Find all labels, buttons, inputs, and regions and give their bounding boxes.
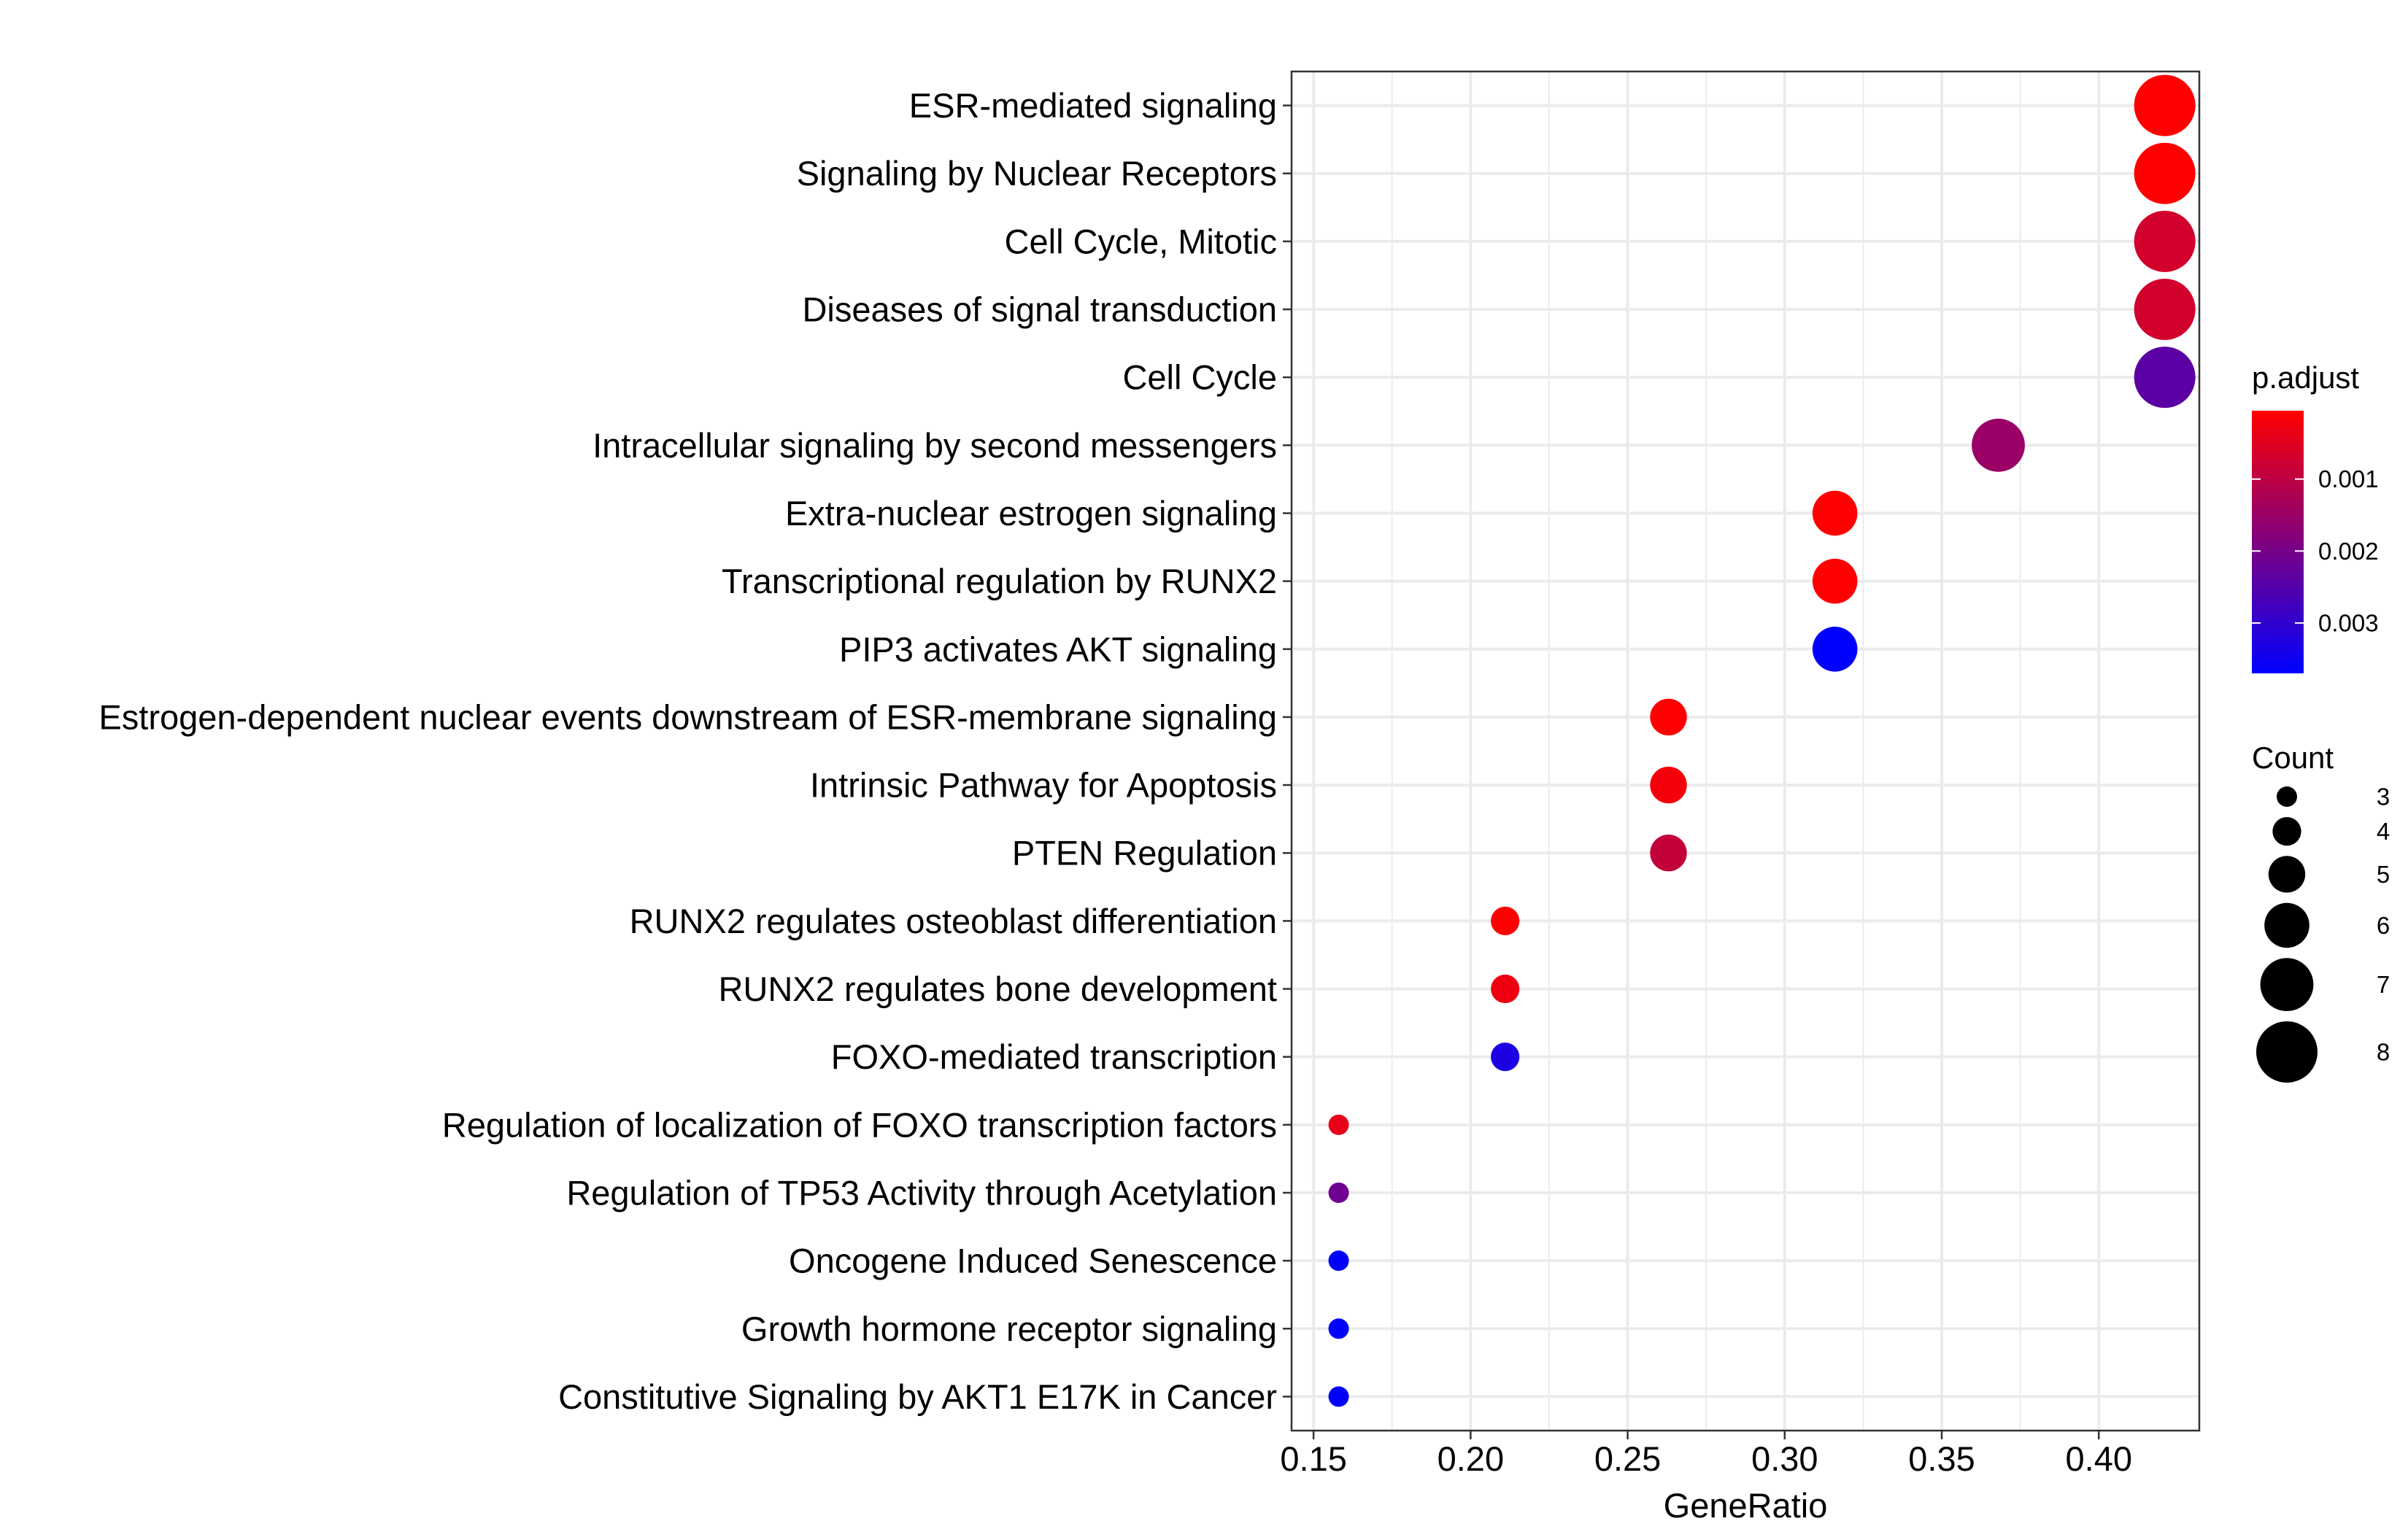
x-tick-label: 0.35 — [1908, 1439, 1975, 1478]
y-tick-label: FOXO-mediated transcription — [831, 1037, 1277, 1076]
y-tick-label: Constitutive Signaling by AKT1 E17K in C… — [558, 1377, 1277, 1416]
data-point — [1812, 558, 1858, 604]
data-point — [2134, 347, 2196, 409]
color-legend-gradient-bar — [2252, 411, 2304, 673]
y-tick-label: Extra-nuclear estrogen signaling — [785, 494, 1277, 533]
size-legend-dot — [2260, 958, 2314, 1011]
size-legend-label: 3 — [2377, 784, 2390, 811]
y-tick-label: RUNX2 regulates bone development — [718, 970, 1277, 1008]
y-tick-label: Intracellular signaling by second messen… — [593, 426, 1277, 465]
minor-gridlines — [1391, 71, 2021, 1431]
y-tick-label: PTEN Regulation — [1012, 834, 1277, 873]
size-legend-dot — [2268, 856, 2306, 893]
data-point — [1491, 974, 1520, 1004]
color-legend-ticks: 0.001 0.002 0.003 — [2252, 465, 2379, 636]
size-legend-dot — [2272, 817, 2301, 846]
data-point — [2134, 210, 2196, 272]
y-tick-label: Diseases of signal transduction — [802, 290, 1277, 329]
data-point — [1328, 1114, 1349, 1135]
size-legend-label: 4 — [2377, 818, 2390, 845]
y-tick-label: Regulation of localization of FOXO trans… — [442, 1105, 1277, 1144]
data-point — [1650, 698, 1687, 736]
data-point — [1491, 1042, 1520, 1072]
y-tick-label: ESR-mediated signaling — [909, 86, 1277, 125]
size-legend-label: 5 — [2377, 861, 2390, 888]
size-legend-dot — [2277, 786, 2297, 807]
y-tick-label: Transcriptional regulation by RUNX2 — [722, 562, 1277, 600]
size-legend-dot — [2264, 902, 2309, 948]
color-legend-title: p.adjust — [2252, 360, 2359, 395]
size-legend-dot — [2256, 1021, 2318, 1083]
data-point — [1328, 1182, 1349, 1203]
x-tick-label: 0.20 — [1438, 1439, 1504, 1478]
size-legend-label: 6 — [2377, 912, 2390, 939]
y-tick-label: Intrinsic Pathway for Apoptosis — [810, 766, 1277, 805]
data-point — [1812, 626, 1858, 672]
color-legend-tick-label: 0.001 — [2318, 465, 2379, 492]
data-point — [1972, 418, 2025, 472]
data-points — [1328, 74, 2196, 1407]
y-tick-label: Cell Cycle, Mitotic — [1005, 222, 1277, 260]
x-tick-label: 0.25 — [1594, 1439, 1661, 1478]
size-legend-label: 8 — [2377, 1039, 2390, 1066]
size-legend-label: 7 — [2377, 971, 2390, 998]
x-axis: 0.15 0.20 0.25 0.30 0.35 0.40 — [1280, 1431, 2132, 1478]
plot-panel — [1290, 70, 2201, 1432]
data-point — [2134, 279, 2196, 341]
color-legend-tick-label: 0.003 — [2318, 609, 2379, 636]
y-axis: ESR-mediated signaling Signaling by Nucle… — [99, 86, 1292, 1416]
y-tick-label: Growth hormone receptor signaling — [741, 1309, 1277, 1348]
x-tick-label: 0.40 — [2066, 1439, 2132, 1478]
y-tick-label: Oncogene Induced Senescence — [789, 1242, 1277, 1280]
x-axis-title: GeneRatio — [1664, 1486, 1828, 1525]
x-tick-label: 0.30 — [1751, 1439, 1818, 1478]
y-tick-label: PIP3 activates AKT signaling — [839, 630, 1277, 668]
color-legend: p.adjust 0.001 0.002 0.003 — [2252, 360, 2379, 673]
major-gridlines — [1292, 71, 2199, 1431]
x-tick-label: 0.15 — [1280, 1439, 1346, 1478]
data-point — [2134, 142, 2196, 204]
data-point — [1328, 1250, 1349, 1272]
size-legend: Count 3 4 5 6 7 8 — [2252, 740, 2390, 1083]
data-point — [2134, 74, 2196, 136]
y-tick-label: RUNX2 regulates osteoblast differentiati… — [630, 902, 1277, 940]
data-point — [1812, 490, 1858, 536]
size-legend-items: 3 4 5 6 7 8 — [2256, 784, 2390, 1083]
data-point — [1650, 766, 1687, 804]
color-legend-tick-label: 0.002 — [2318, 538, 2379, 565]
data-point — [1328, 1386, 1349, 1407]
y-tick-label: Regulation of TP53 Activity through Acet… — [566, 1173, 1277, 1212]
y-tick-label: Signaling by Nuclear Receptors — [797, 154, 1277, 193]
y-tick-label: Cell Cycle — [1122, 358, 1277, 397]
y-tick-label: Estrogen-dependent nuclear events downst… — [99, 697, 1277, 736]
data-point — [1650, 835, 1687, 872]
data-point — [1328, 1318, 1349, 1339]
panel-background — [1292, 71, 2199, 1431]
size-legend-title: Count — [2252, 740, 2334, 775]
panel-border — [1290, 70, 2201, 1432]
data-point — [1491, 906, 1520, 935]
